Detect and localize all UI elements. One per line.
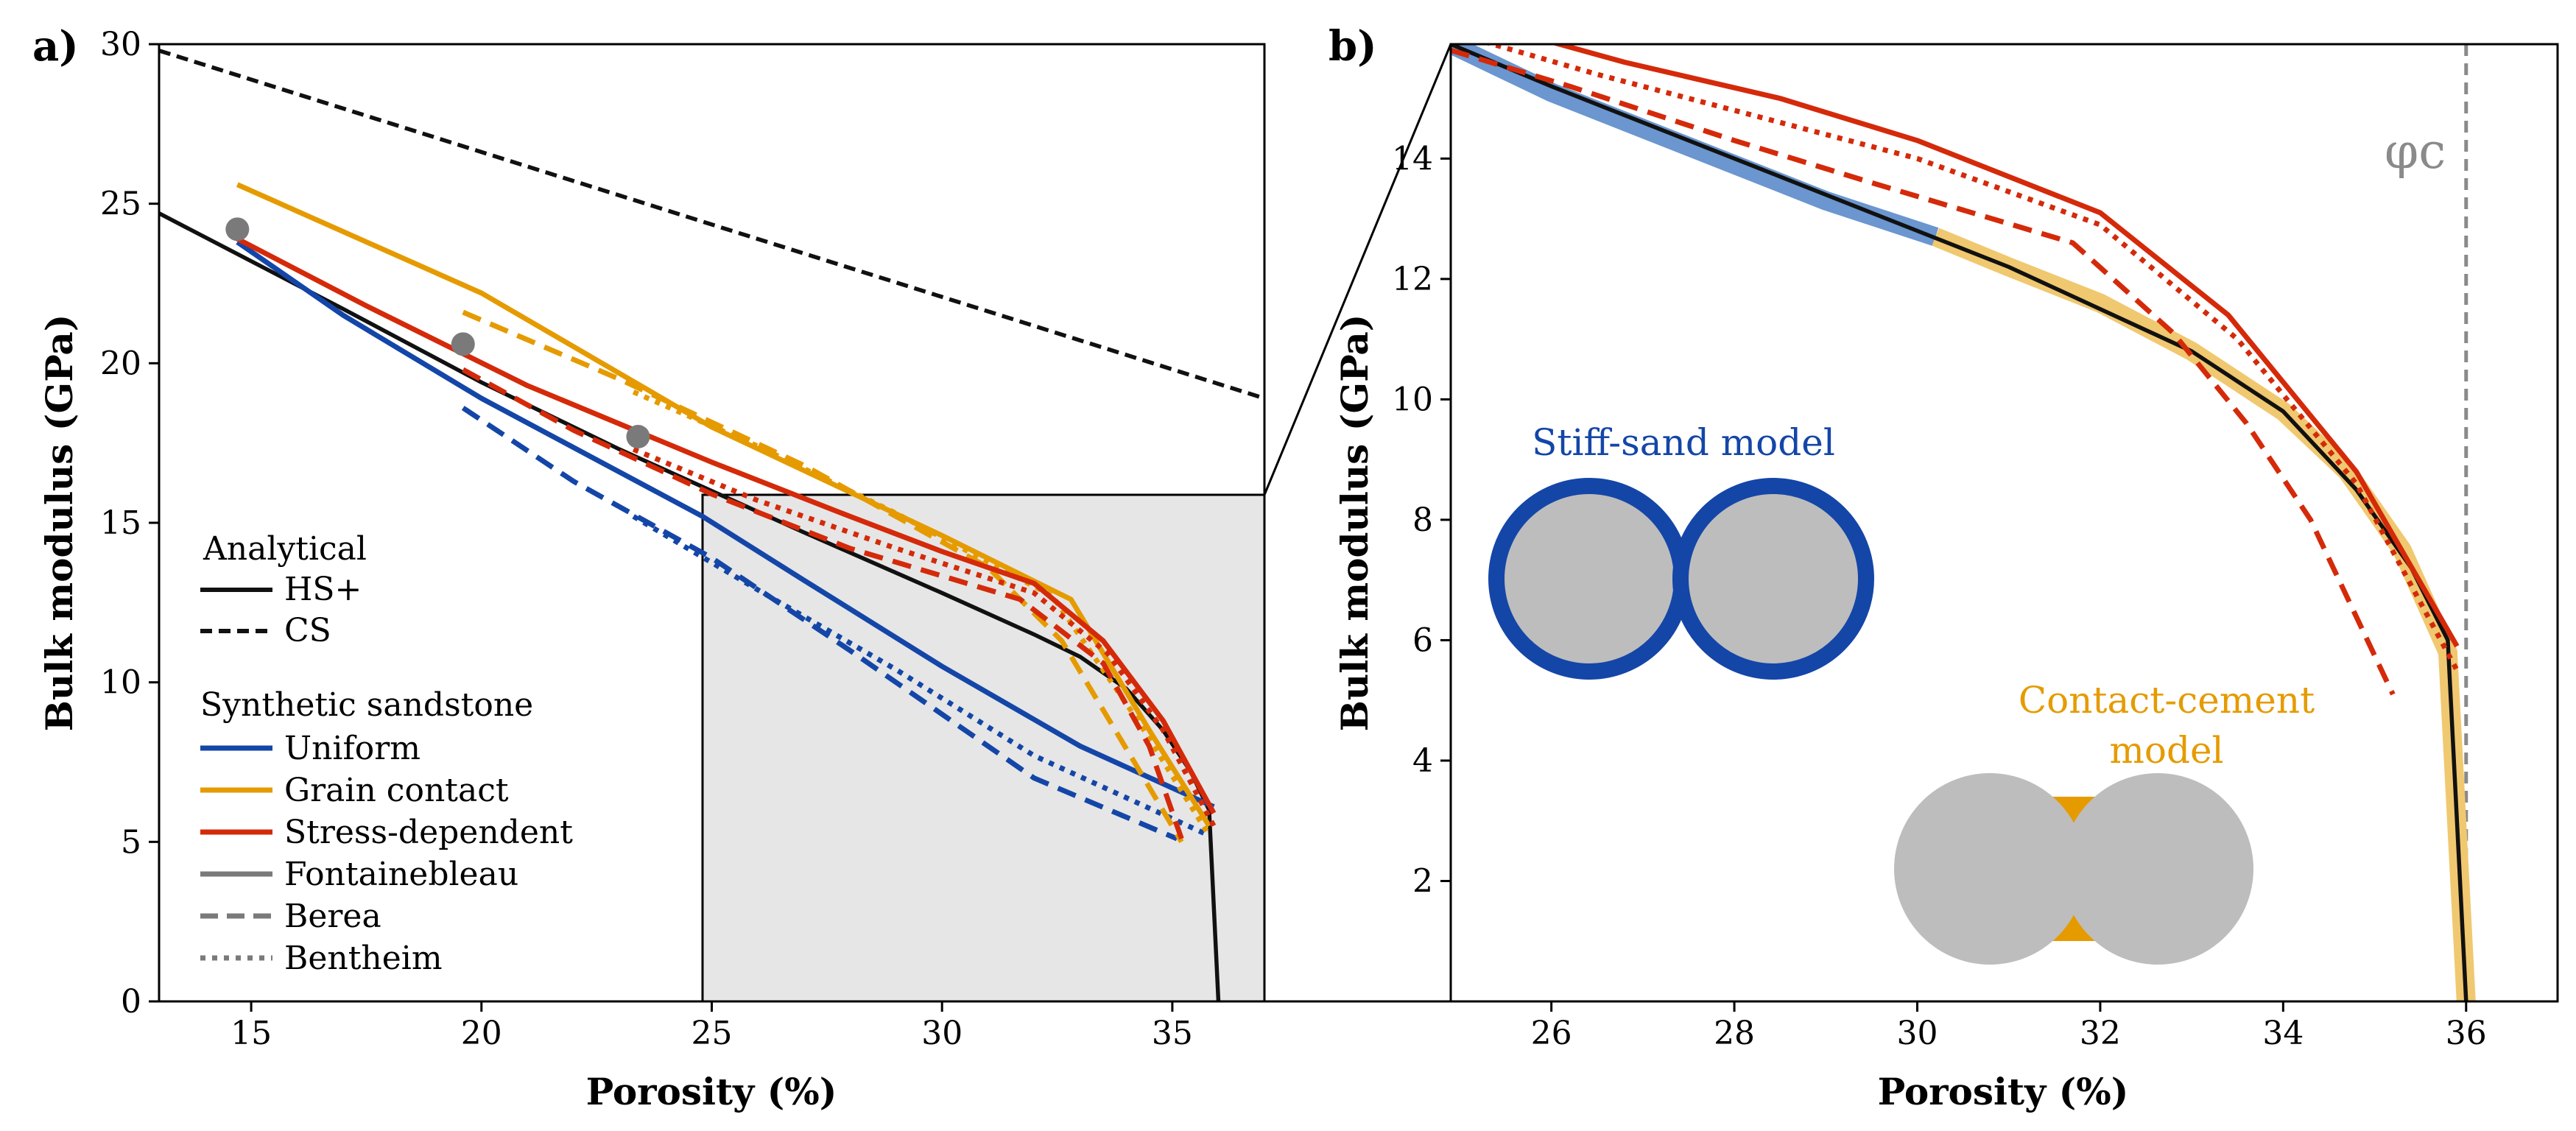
legend-label-bentheim: Bentheim [284, 940, 443, 977]
lab-measurement-point [626, 425, 650, 448]
panel-a-ytick-label: 0 [121, 983, 141, 1021]
panel-a-xtick-label: 20 [461, 1015, 502, 1052]
panel-a-ylabel: Bulk modulus (GPa) [38, 314, 81, 732]
panel-b-xtick-label: 32 [2080, 1015, 2121, 1052]
panel-b-label: b) [1329, 22, 1377, 71]
panel-a-line-stress-dependent-fontainebleau [236, 236, 1217, 814]
panel-a-lab-points [225, 217, 650, 448]
contact-cement-grain-right [2062, 773, 2253, 965]
panel-b-ytick-label: 4 [1412, 742, 1433, 780]
stiff-sand-grain-right [1672, 478, 1874, 680]
panel-b-ytick-label: 10 [1392, 381, 1433, 418]
legend-label-hs-plus: HS+ [284, 571, 362, 608]
panel-b-xtick-label: 26 [1531, 1015, 1572, 1052]
panel-b-line-stress-dependent-fontainebleau [1549, 44, 2460, 648]
panel-a-line-grain-contact-berea [462, 309, 1184, 844]
legend-label-stress-dependent: Stress-dependent [284, 814, 573, 851]
lab-measurement-point [451, 332, 475, 356]
panel-b-series [1451, 44, 2476, 1001]
panel-a-ytick-label: 10 [100, 664, 141, 702]
panel-b-line-stress-dependent-bentheim [1483, 44, 2460, 672]
contact-cement-grain-left [1894, 773, 2086, 965]
panel-a-ytick-label: 15 [100, 504, 141, 542]
panel-b-xtick-label: 28 [1714, 1015, 1755, 1052]
panel-a-ytick-label: 5 [121, 823, 141, 861]
panel-b-axes-frame [1449, 43, 2559, 1003]
panel-a-ytick-label: 25 [100, 186, 141, 223]
panel-a-label: a) [32, 22, 79, 71]
legend-label-uniform: Uniform [284, 730, 420, 767]
panel-a-series [159, 49, 1264, 1001]
contact-cement-label-line1: Contact-cement [2019, 679, 2315, 722]
legend-label-cs: CS [284, 612, 331, 649]
contact-cement-label-line2: model [2109, 729, 2223, 772]
zoom-region-box [701, 493, 1266, 1003]
panel-a-legend: Analytical HS+ CS Synthetic sandstone Un… [200, 530, 573, 977]
panel-b-line-stiff-sand-band [1451, 44, 1939, 246]
panel-b: 26 28 30 32 34 36 2 4 6 8 10 12 14 b) Porosity (%) B… [1329, 22, 2559, 1113]
panel-a-line-stress-dependent-bentheim [632, 447, 1217, 828]
panel-a-line-uniform-bentheim [632, 514, 1211, 838]
panel-a-ticks: 15 20 25 30 35 0 5 10 15 20 25 30 [100, 26, 1193, 1052]
panel-a-line-grain-contact-fontainebleau [236, 182, 1211, 828]
legend-label-berea: Berea [284, 898, 381, 935]
panel-b-xtick-label: 34 [2262, 1015, 2304, 1052]
panel-b-xtick-label: 36 [2446, 1015, 2487, 1052]
legend-label-grain-contact: Grain contact [284, 772, 509, 809]
panel-b-ticks: 26 28 30 32 34 36 2 4 6 8 10 12 14 [1392, 140, 2487, 1052]
panel-a-xtick-label: 30 [921, 1015, 963, 1052]
panel-b-ytick-label: 8 [1412, 501, 1433, 539]
legend-title-analytical: Analytical [203, 530, 367, 568]
panel-a-xtick-label: 25 [691, 1015, 733, 1052]
panel-a-xtick-label: 15 [230, 1015, 272, 1052]
legend-label-fontainebleau: Fontainebleau [284, 856, 518, 893]
panel-a-line-stress-dependent-berea [462, 367, 1184, 840]
panel-a-ytick-label: 30 [100, 26, 141, 63]
panel-a: 15 20 25 30 35 0 5 10 15 20 25 30 a) Porosity (%) B… [32, 22, 1266, 1113]
lab-measurement-point [225, 217, 250, 242]
panel-b-ytick-label: 14 [1392, 140, 1433, 177]
panel-b-xtick-label: 30 [1896, 1015, 1938, 1052]
panel-b-line-stress-dependent-berea [1451, 47, 2396, 696]
stiff-sand-grain-left [1488, 478, 1690, 680]
panel-a-line-uniform-fontainebleau [236, 239, 1215, 809]
panel-b-xlabel: Porosity (%) [1878, 1070, 2129, 1113]
zoom-connector-top [1263, 43, 1452, 496]
legend-title-synthetic: Synthetic sandstone [200, 686, 533, 724]
panel-a-xtick-label: 35 [1152, 1015, 1193, 1052]
panel-a-line-cs [159, 49, 1264, 401]
critical-porosity-label: φc [2385, 123, 2446, 180]
panel-a-xlabel: Porosity (%) [586, 1070, 837, 1113]
panel-b-ytick-label: 12 [1392, 261, 1433, 298]
contact-cement-illustration: Contact-cement model [1894, 679, 2315, 965]
panel-b-ytick-label: 2 [1412, 862, 1433, 900]
stiff-sand-label: Stiff-sand model [1532, 421, 1835, 464]
panel-a-line-grain-contact-bentheim [632, 390, 1211, 837]
panel-b-ytick-label: 6 [1412, 621, 1433, 659]
stiff-sand-illustration: Stiff-sand model [1488, 421, 1874, 680]
panel-a-ytick-label: 20 [100, 345, 141, 382]
panel-b-ylabel: Bulk modulus (GPa) [1333, 314, 1376, 732]
zoom-connectors [1263, 43, 1452, 1003]
